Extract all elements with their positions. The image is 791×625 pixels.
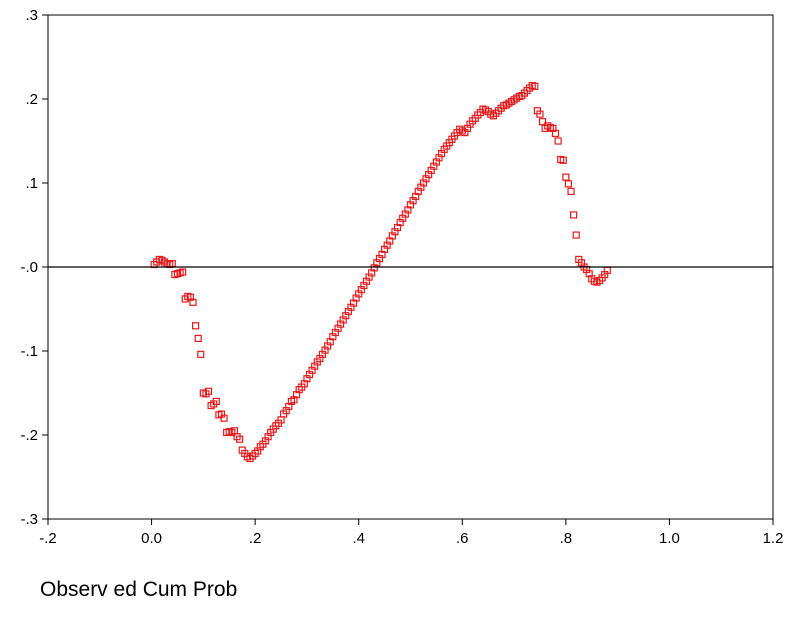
y-tick-label: .1 bbox=[25, 175, 38, 192]
data-point bbox=[189, 298, 197, 306]
data-point bbox=[204, 387, 213, 395]
data-point bbox=[536, 110, 544, 118]
data-point bbox=[538, 118, 547, 126]
data-point bbox=[551, 129, 560, 138]
x-tick-label: .4 bbox=[352, 530, 365, 547]
y-axis-ticks: .3 .2 .1 -.0 -.1 -.2 -.3 bbox=[20, 7, 48, 528]
y-tick-label: -.2 bbox=[20, 427, 38, 444]
y-tick-label: -.0 bbox=[20, 259, 38, 276]
data-point bbox=[567, 187, 575, 195]
data-point bbox=[531, 82, 539, 91]
x-tick-label: 1.2 bbox=[763, 530, 784, 547]
data-point bbox=[197, 350, 205, 358]
x-tick-label: 0.0 bbox=[141, 530, 162, 547]
data-point bbox=[564, 180, 573, 188]
y-tick-label: -.1 bbox=[20, 343, 38, 360]
data-point bbox=[220, 414, 228, 422]
x-tick-label: 1.0 bbox=[659, 530, 680, 547]
x-tick-label: -.2 bbox=[39, 530, 57, 547]
data-point bbox=[194, 334, 202, 342]
data-point bbox=[570, 211, 578, 219]
y-tick-label: .3 bbox=[25, 7, 38, 24]
data-point bbox=[236, 435, 244, 443]
data-points bbox=[150, 81, 611, 463]
data-point bbox=[562, 173, 570, 181]
x-axis-ticks: -.2 0.0 .2 .4 .6 .8 1.0 1.2 bbox=[39, 519, 783, 547]
data-point bbox=[191, 322, 200, 330]
x-tick-label: .2 bbox=[249, 530, 262, 547]
data-point bbox=[559, 156, 567, 164]
x-tick-label: .8 bbox=[560, 530, 573, 547]
data-point bbox=[554, 137, 562, 145]
data-point bbox=[179, 268, 187, 276]
x-axis-label: Observ ed Cum Prob bbox=[40, 578, 238, 601]
y-tick-label: -.3 bbox=[20, 511, 38, 528]
x-tick-label: .6 bbox=[456, 530, 469, 547]
data-point bbox=[212, 397, 220, 405]
y-tick-label: .2 bbox=[25, 91, 38, 108]
data-point bbox=[572, 231, 580, 239]
